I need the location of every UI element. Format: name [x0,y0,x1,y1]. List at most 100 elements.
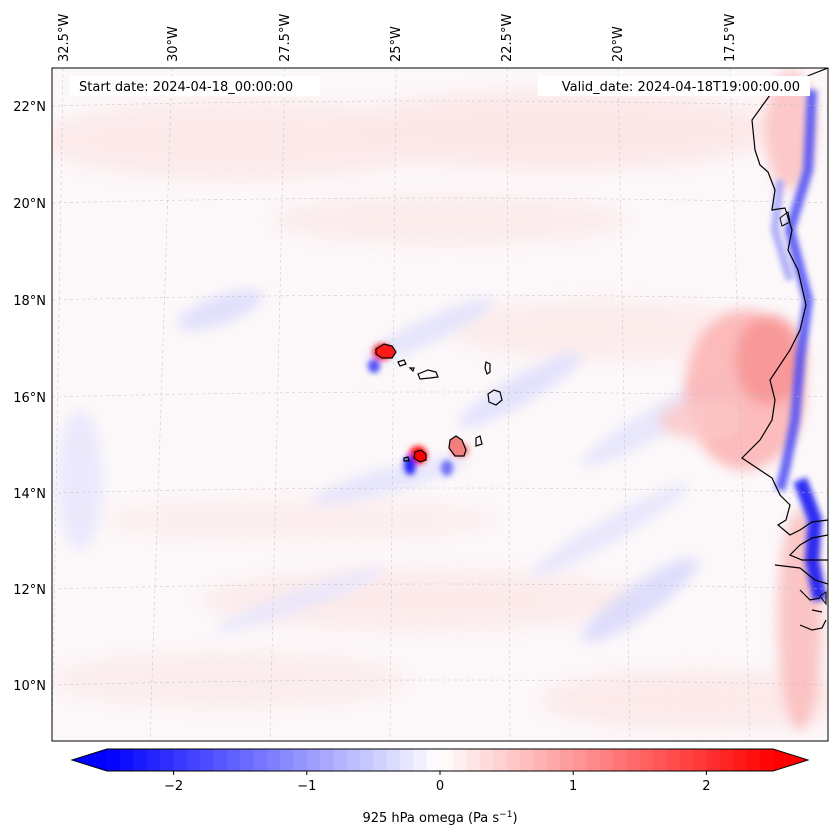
colorbar-step [679,749,694,771]
colorbar-step [706,749,721,771]
colorbar-step [213,749,228,771]
colorbar-step [506,749,521,771]
valid-date-box [538,76,810,96]
colorbar-step [333,749,348,771]
colorbar-tick-label: 2 [702,779,710,794]
colorbar-step [573,749,587,771]
colorbar-step [160,749,174,771]
colorbar-step [186,749,201,771]
lat-label-14n: 14°N [13,487,46,502]
valid-date-label: Valid_date: 2024-04-18T19:00:00.00 [562,80,800,95]
parallel-18n [52,294,828,301]
lat-label-20n: 20°N [13,197,46,212]
parallel-12n [52,583,828,590]
colorbar-step [719,749,734,771]
lat-label-16n: 16°N [13,391,46,406]
colorbar-step [373,749,388,771]
colorbar-outline [70,748,810,772]
colorbar-tick-label: −1 [297,779,316,794]
colorbar-step [120,749,135,771]
start-date-box [70,76,320,96]
lon-label-27-5w: 27.5°W [278,14,293,62]
meridian-32-5w [52,68,64,741]
colorbar-ticks: −2 −1 0 1 2 [164,771,711,794]
colorbar-step [253,749,268,771]
lon-label-22-5w: 22.5°W [500,14,515,62]
colorbar-step [759,749,774,771]
colorbar-step [533,749,547,771]
colorbar-steps [107,749,774,771]
colorbar-step [386,749,401,771]
colorbar-step [599,749,614,771]
colorbar-step [306,749,321,771]
colorbar-step [559,749,574,771]
colorbar-step [107,749,121,771]
colorbar-step [280,749,294,771]
parallel-10n [52,679,828,686]
meridian-27-5w [269,68,286,741]
island-sal [484,361,491,375]
colorbar-step [426,749,441,771]
colorbar-step [360,749,374,771]
colorbar-step [666,749,681,771]
colorbar-tick-label: 0 [436,779,444,794]
colorbar-step [173,749,188,771]
island-santo-antao [375,343,397,359]
colorbar-step [626,749,641,771]
colorbar-step [266,749,281,771]
lon-label-32-5w: 32.5°W [57,14,72,62]
parallel-16n [52,391,828,398]
colorbar-step [466,749,481,771]
colorbar-step [200,749,214,771]
island-santiago [448,435,467,457]
colorbar-step [226,749,241,771]
colorbar-step [519,749,534,771]
colorbar-step [586,749,601,771]
colorbar-label: 925 hPa omega (Pa s−1) [362,810,517,826]
parallel-22n [52,100,828,107]
cape-verde-islands [375,343,503,463]
longitude-labels: 32.5°W 30°W 27.5°W 25°W 22.5°W 20°W 17.5… [57,14,738,62]
colorbar-step [746,749,761,771]
island-fogo [413,449,427,463]
island-sao-vicente [397,359,407,367]
colorbar-step [639,749,654,771]
colorbar-step [440,749,454,771]
parallel-14n [52,487,828,494]
map-frame [51,67,829,742]
colorbar-step [400,749,414,771]
island-brava [403,456,410,462]
lon-label-30w: 30°W [166,26,181,62]
meridian-30w [149,68,173,741]
lon-label-17-5w: 17.5°W [723,14,738,62]
island-sao-nicolau [417,369,439,380]
lon-label-25w: 25°W [389,26,404,62]
island-maio [475,435,483,447]
colorbar-step [653,749,667,771]
colorbar-step [240,749,254,771]
lat-label-22n: 22°N [13,100,46,115]
african-coastline [741,68,828,631]
colorbar-step [733,749,747,771]
colorbar-step [453,749,468,771]
lat-label-10n: 10°N [13,679,46,694]
colorbar-tick-label: −2 [164,779,183,794]
colorbar: −2 −1 0 1 2 925 hPa omega (Pa s−1) [70,748,810,826]
colorbar-step [133,749,148,771]
colorbar-step [479,749,494,771]
omega-field [52,70,828,730]
colorbar-step [493,749,507,771]
colorbar-step [346,749,361,771]
parallel-20n [52,197,828,204]
island-boa-vista [487,389,503,406]
colorbar-extend-min [72,749,107,771]
latitude-labels: 22°N 20°N 18°N 16°N 14°N 12°N 10°N [13,100,46,694]
meridian-17-5w [729,68,751,741]
colorbar-step [693,749,707,771]
colorbar-step [546,749,561,771]
island-santa-luzia [408,367,415,373]
coastal-islets [779,211,827,606]
colorbar-step [146,749,161,771]
meridian-22-5w [506,68,511,741]
meridian-20w [617,68,631,741]
